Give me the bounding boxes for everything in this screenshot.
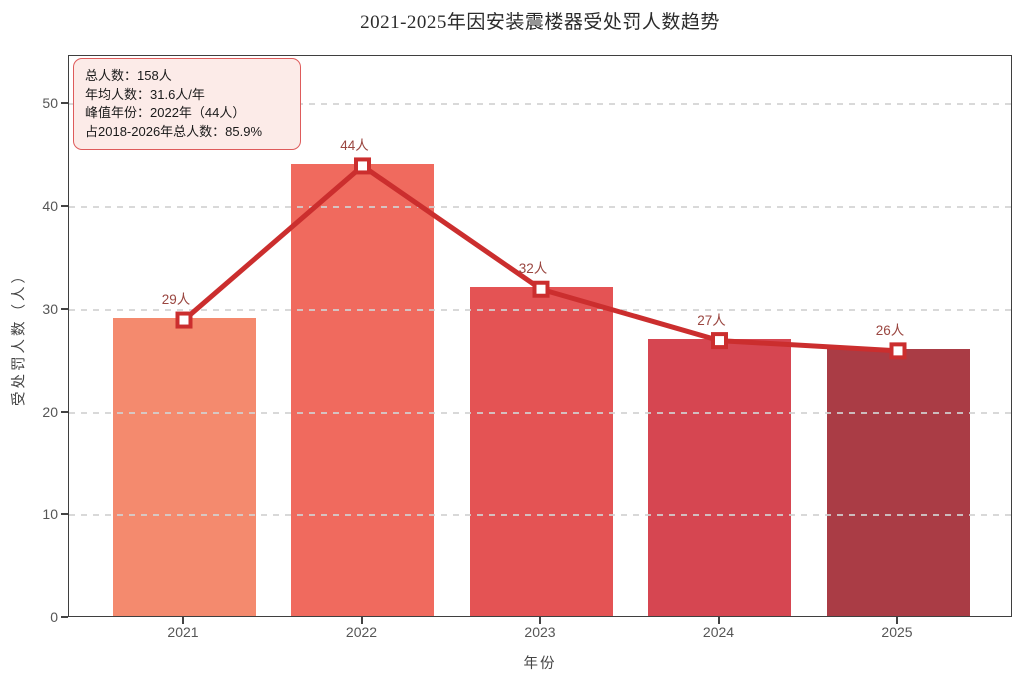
- xtick-mark-2024: [717, 617, 720, 624]
- point-label-2021: 29人: [161, 292, 191, 308]
- xtick-label-2025: 2025: [881, 624, 913, 640]
- marker-2025: [889, 342, 907, 360]
- trend-line-layer: [175, 157, 907, 360]
- gridline-y40: [69, 206, 1011, 209]
- xtick-label-2023: 2023: [524, 624, 556, 640]
- stats-share: 占2018-2026年总人数：85.9%: [85, 123, 263, 139]
- stats-total: 总人数：158人: [85, 68, 172, 83]
- ytick-mark-10: [61, 513, 68, 516]
- gridline-y50: [69, 103, 1011, 106]
- bar-2025: [826, 348, 970, 616]
- ytick-label-50: 50: [42, 95, 58, 112]
- trend-line: [182, 162, 899, 354]
- bar-2023: [469, 287, 613, 616]
- stats-peak-year: 峰值年份：2022年（44人）: [85, 105, 246, 120]
- bar-2022: [291, 163, 434, 616]
- xtick-mark-2025: [896, 617, 898, 624]
- ytick-mark-20: [61, 410, 68, 413]
- marker-2021: [175, 311, 193, 329]
- stats-average: 年均人数：31.6人/年: [85, 86, 205, 102]
- marker-2024: [711, 332, 728, 350]
- point-label-2023: 32人: [518, 261, 548, 277]
- point-label-2022: 44人: [340, 137, 369, 153]
- x-axis-label: 年份: [523, 656, 557, 672]
- y-axis-label: 受处罚人数（人）: [11, 266, 28, 406]
- xtick-mark-2023: [539, 617, 541, 624]
- gridline-y20: [69, 411, 1011, 414]
- xtick-label-2021: 2021: [167, 624, 199, 640]
- chart-title: 2021-2025年因安装震楼器受处罚人数趋势: [360, 12, 720, 33]
- ytick-mark-40: [61, 205, 68, 208]
- plot-area: 29人 44人 32人 27人 26人: [68, 55, 1012, 617]
- ytick-label-30: 30: [42, 300, 58, 317]
- xtick-label-2022: 2022: [345, 624, 378, 640]
- bar-2021: [112, 318, 256, 616]
- stats-box: 总人数：158人 年均人数：31.6人/年 峰值年份：2022年（44人） 占2…: [73, 58, 301, 150]
- xtick-mark-2021: [182, 617, 184, 624]
- ytick-mark-30: [61, 307, 68, 310]
- marker-2023: [532, 280, 550, 298]
- ytick-label-20: 20: [42, 403, 58, 420]
- xtick-mark-2022: [360, 617, 363, 624]
- gridline-y30: [69, 308, 1011, 311]
- bar-2024: [648, 338, 791, 616]
- ytick-label-0: 0: [50, 609, 58, 625]
- ytick-label-10: 10: [42, 506, 58, 523]
- marker-2022: [354, 157, 371, 175]
- ytick-label-40: 40: [42, 198, 58, 215]
- point-label-2025: 26人: [875, 322, 905, 338]
- ytick-mark-50: [61, 102, 68, 105]
- point-label-2024: 27人: [697, 312, 726, 328]
- gridline-y10: [69, 514, 1011, 517]
- ytick-mark-0: [61, 616, 68, 618]
- xtick-label-2024: 2024: [702, 624, 735, 640]
